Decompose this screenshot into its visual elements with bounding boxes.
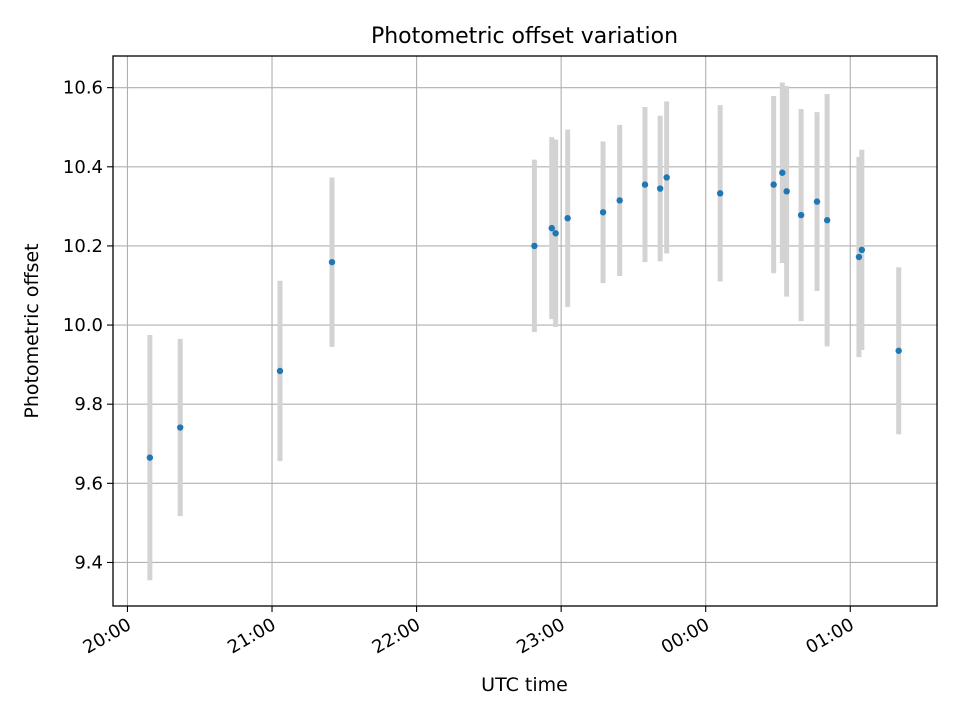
y-tick-label: 9.8 xyxy=(74,394,103,415)
data-point xyxy=(548,224,555,232)
data-point xyxy=(177,424,184,431)
y-tick-label: 9.4 xyxy=(74,552,103,573)
data-point xyxy=(552,230,559,237)
chart-title: Photometric offset variation xyxy=(371,24,678,49)
data-point xyxy=(770,181,777,188)
data-point xyxy=(813,198,821,205)
data-points xyxy=(146,169,902,461)
grid xyxy=(113,56,937,606)
data-point xyxy=(663,174,670,181)
y-tick-label: 10.4 xyxy=(63,157,103,178)
data-point xyxy=(328,258,336,266)
data-point xyxy=(616,197,623,204)
data-point xyxy=(797,211,805,219)
data-point xyxy=(855,253,863,261)
y-axis-label: Photometric offset xyxy=(21,243,43,418)
plot-frame xyxy=(112,55,938,607)
y-tick-label: 9.6 xyxy=(74,473,103,494)
data-point xyxy=(779,169,786,176)
data-point xyxy=(895,347,902,354)
data-point xyxy=(823,217,831,224)
data-point xyxy=(783,188,790,195)
data-point xyxy=(146,454,154,461)
data-point xyxy=(564,215,571,222)
y-tick-label: 10.2 xyxy=(63,236,103,257)
data-point xyxy=(599,209,607,216)
x-axis-label: UTC time xyxy=(481,674,568,696)
y-axis-ticks: 9.4 9.6 9.8 10.0 10.2 10.4 10.6 xyxy=(63,78,113,573)
data-point xyxy=(276,367,284,375)
data-point xyxy=(858,246,866,254)
y-tick-label: 10.6 xyxy=(63,78,103,99)
data-point xyxy=(531,242,538,250)
y-tick-label: 10.0 xyxy=(63,315,103,336)
data-point xyxy=(716,190,724,197)
data-point xyxy=(641,181,649,188)
data-point xyxy=(656,185,664,192)
